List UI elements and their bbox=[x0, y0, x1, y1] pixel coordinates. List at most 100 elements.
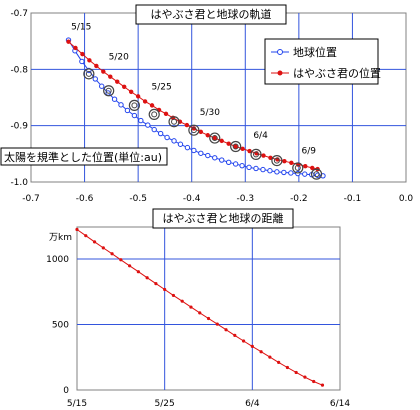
hayabusa-point bbox=[73, 45, 78, 51]
chart-title-box bbox=[135, 4, 287, 25]
date-label: 5/15 bbox=[71, 23, 91, 33]
orbit-chart: -0.7 -0.6 -0.5 -0.4 -0.3 -0.2 -0.1 0.0 -0.7 -0.8… bbox=[0, 4, 414, 204]
hayabusa-point bbox=[303, 164, 308, 169]
highlight-point-inner bbox=[131, 102, 138, 109]
hayabusa-point bbox=[233, 144, 238, 149]
earth-point bbox=[288, 170, 294, 176]
plot-area bbox=[76, 226, 341, 391]
distance-point bbox=[180, 299, 184, 303]
highlight-point-outer bbox=[103, 85, 115, 97]
legend-earth-marker bbox=[277, 49, 283, 55]
earth-point bbox=[111, 96, 118, 102]
hayabusa-point bbox=[135, 94, 141, 99]
date-label: 5/30 bbox=[200, 108, 220, 118]
hayabusa-point bbox=[101, 69, 106, 74]
distance-point bbox=[84, 234, 88, 238]
hayabusa-point bbox=[87, 58, 92, 63]
earth-point bbox=[219, 157, 225, 163]
distance-point bbox=[285, 365, 289, 370]
hayabusa-point bbox=[128, 89, 134, 95]
x-tick-label: 0.0 bbox=[399, 194, 414, 204]
y-tick-label: -0.9 bbox=[10, 122, 28, 132]
highlight-point-outer bbox=[310, 168, 323, 180]
earth-point bbox=[99, 83, 105, 89]
hayabusa-point bbox=[149, 103, 155, 108]
highlight-point-outer bbox=[250, 148, 262, 160]
hayabusa-point bbox=[163, 111, 169, 117]
series-markers bbox=[65, 37, 326, 180]
distance-point bbox=[189, 305, 193, 309]
highlight-point-outer bbox=[271, 154, 283, 167]
highlight-point-inner bbox=[294, 164, 301, 171]
y-tick-label: -0.7 bbox=[10, 9, 28, 19]
hayabusa-point bbox=[142, 99, 148, 104]
earth-point bbox=[246, 164, 252, 171]
hayabusa-point bbox=[289, 160, 294, 166]
highlight-point-outer bbox=[188, 124, 200, 136]
distance-point bbox=[119, 258, 123, 262]
y-tick-label: 500 bbox=[52, 321, 69, 331]
earth-point bbox=[145, 122, 151, 128]
legend-hayabusa-label: はやぶさ君の位置 bbox=[293, 66, 381, 80]
earth-point bbox=[295, 170, 301, 177]
highlight-point-outer bbox=[83, 68, 95, 80]
earth-point bbox=[225, 159, 232, 165]
y-tick-label: 1000 bbox=[46, 255, 69, 265]
y-axis-unit: 万km bbox=[49, 233, 72, 243]
highlight-point-inner bbox=[85, 70, 92, 77]
earth-point bbox=[267, 168, 273, 174]
earth-point bbox=[157, 130, 164, 137]
earth-point bbox=[151, 126, 157, 133]
distance-point bbox=[206, 316, 211, 321]
chart-title: はやぶさ君と地球の軌道 bbox=[151, 7, 272, 21]
y-tick-label: -0.8 bbox=[10, 65, 28, 75]
earth-point bbox=[198, 150, 204, 156]
earth-point bbox=[212, 155, 218, 161]
x-tick-label: 6/14 bbox=[330, 399, 350, 409]
highlight-point-inner bbox=[313, 171, 320, 178]
earth-point bbox=[138, 117, 144, 124]
hayabusa-point bbox=[282, 158, 287, 164]
distance-point bbox=[145, 276, 149, 280]
hayabusa-point bbox=[94, 63, 99, 69]
date-label: 5/25 bbox=[152, 82, 172, 92]
earth-point bbox=[131, 112, 138, 119]
highlight-point-outer bbox=[148, 108, 160, 121]
y-tick-labels: 0 500 1000 bbox=[46, 255, 69, 396]
hayabusa-point bbox=[219, 138, 224, 144]
x-tick-label: -0.4 bbox=[183, 194, 201, 204]
highlight-point-outer bbox=[292, 162, 304, 174]
distance-point bbox=[198, 311, 202, 315]
hayabusa-point bbox=[261, 153, 266, 158]
chart-title-box bbox=[152, 208, 294, 229]
earth-point bbox=[281, 169, 287, 176]
earth-point bbox=[302, 171, 308, 177]
date-label: 6/4 bbox=[253, 131, 268, 141]
highlight-point-inner bbox=[253, 151, 259, 158]
distance-point bbox=[215, 322, 219, 326]
distance-point bbox=[163, 287, 167, 292]
earth-point bbox=[184, 144, 191, 151]
distance-point bbox=[294, 370, 298, 375]
x-tick-label: -0.5 bbox=[129, 194, 147, 204]
distance-point bbox=[259, 350, 263, 354]
earth-point bbox=[253, 165, 259, 172]
distance-point bbox=[268, 355, 272, 359]
series-markers bbox=[75, 227, 325, 387]
distance-point bbox=[128, 264, 132, 268]
earth-point bbox=[191, 147, 197, 154]
distance-point bbox=[101, 246, 105, 250]
highlight-point-inner bbox=[273, 157, 280, 164]
hayabusa-point bbox=[198, 129, 204, 135]
x-tick-label: 6/4 bbox=[245, 399, 260, 409]
distance-point bbox=[92, 240, 97, 244]
highlight-point-outer bbox=[168, 116, 180, 128]
coordinate-note-box bbox=[0, 147, 168, 166]
earth-point bbox=[79, 58, 85, 65]
hayabusa-point bbox=[66, 39, 71, 44]
earth-point bbox=[118, 102, 124, 108]
x-tick-label: 5/15 bbox=[67, 399, 87, 409]
distance-point bbox=[241, 339, 246, 343]
date-label: 5/20 bbox=[109, 53, 129, 63]
x-tick-label: -0.3 bbox=[237, 194, 255, 204]
